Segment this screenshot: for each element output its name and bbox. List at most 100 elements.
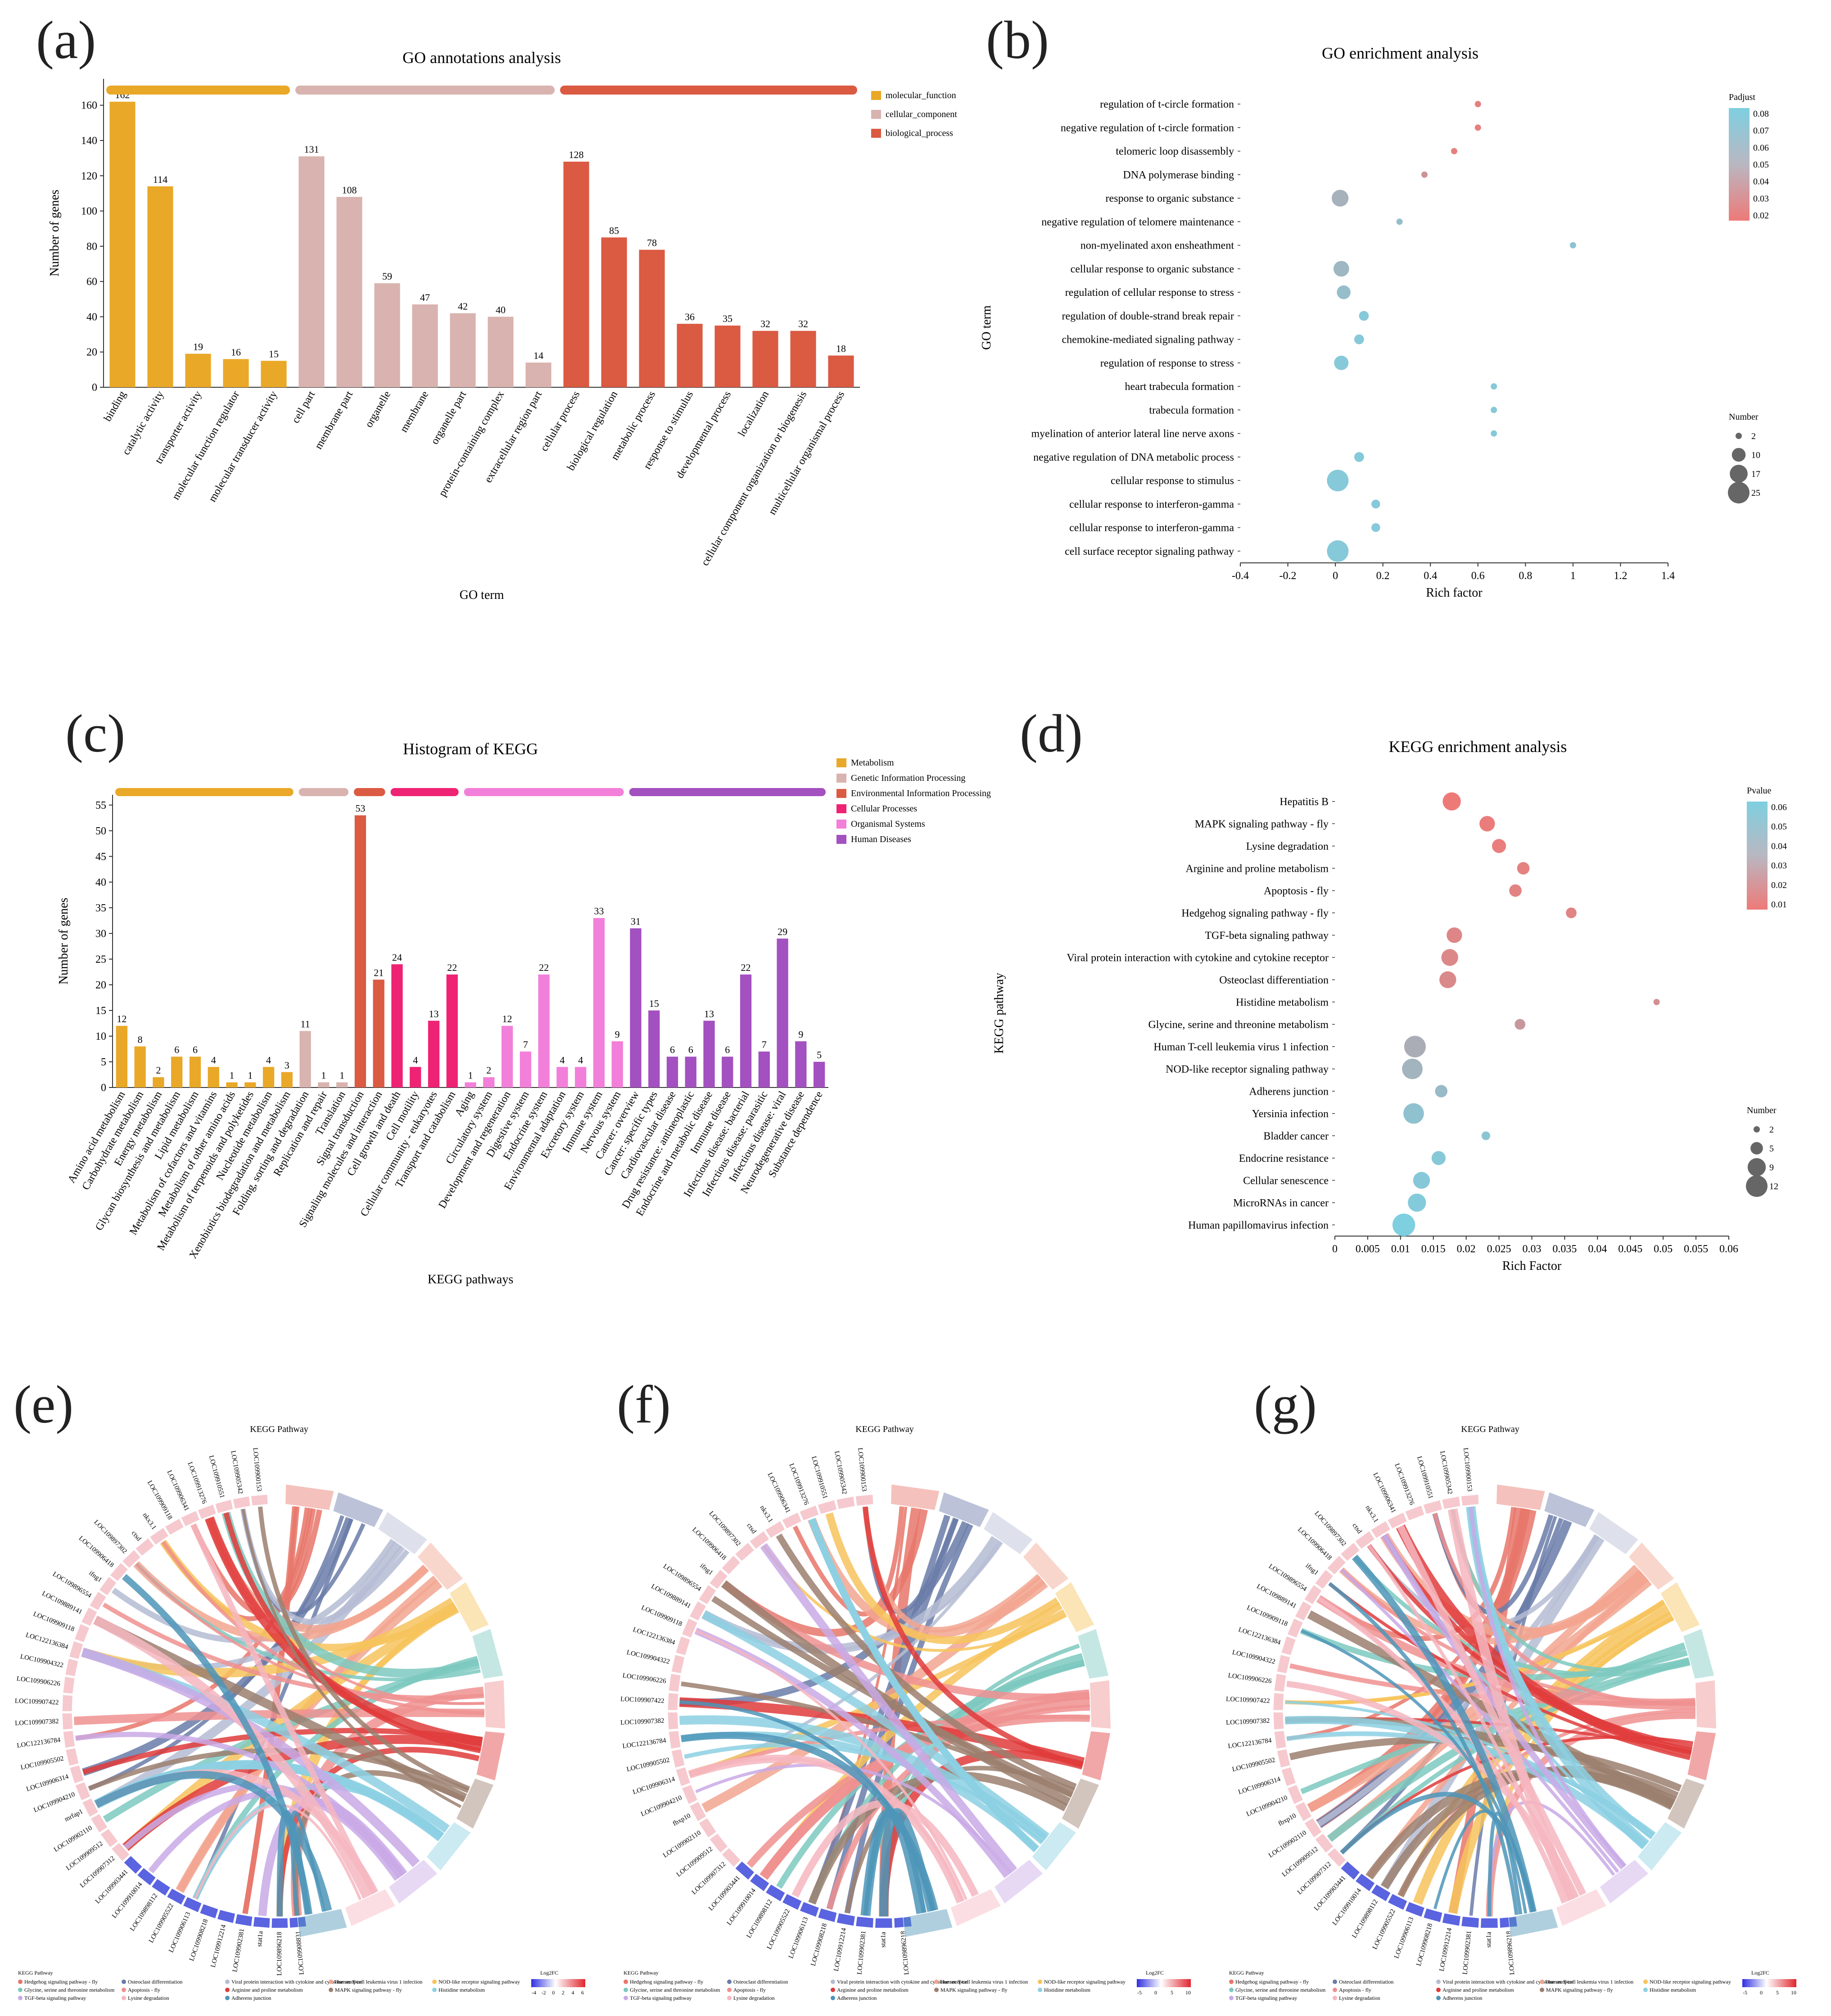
chord-link (695, 1629, 967, 1900)
x-axis-label: GO term (460, 588, 504, 602)
size-legend-circle (1747, 1158, 1766, 1177)
gene-label: LOC109904210 (1245, 1794, 1288, 1818)
chord-legend-dot (225, 1996, 230, 2000)
gene-arc (667, 1692, 679, 1711)
chord-legend-dot (1229, 1980, 1234, 1984)
gene-label: LOC109905502 (626, 1757, 670, 1773)
gene-label: LOC109912214 (210, 1924, 228, 1968)
legend-swatch (836, 804, 846, 813)
y-tick-label: 35 (95, 902, 106, 914)
pathway-arc (890, 1484, 940, 1511)
pathway-arc (456, 1778, 494, 1830)
y-tick-label: Cellular senescence (1243, 1175, 1329, 1187)
color-legend-bar (1747, 802, 1768, 910)
gene-label: nkx3.1 (758, 1504, 774, 1524)
pathway-arc (377, 1511, 428, 1555)
color-legend-tick: 0.04 (1753, 177, 1769, 187)
y-tick-label: 0 (101, 1082, 106, 1094)
chord-legend-label: Human T-cell leukemia virus 1 infection (335, 1979, 422, 1985)
gene-arc (709, 1569, 728, 1590)
chord-legend-dot (934, 1980, 939, 1984)
pathway-arc (1022, 1542, 1069, 1590)
gene-arc (182, 1896, 202, 1913)
chord-legend-label: Osteoclast differentiation (1339, 1979, 1393, 1985)
bar-value-label: 128 (569, 149, 584, 160)
pathway-arc (983, 1511, 1034, 1555)
logfc-tick: 6 (581, 1989, 584, 1996)
pathway-arc (1031, 1821, 1077, 1871)
bar-value-label: 1 (339, 1070, 344, 1081)
y-tick-label: trabecula formation (1149, 404, 1234, 416)
y-tick-label: Glycine, serine and threonine metabolism (1148, 1019, 1329, 1031)
chart-go-enrichment: GO enrichment analysis -0.4 -0.2 0 0.2 0.4 0.6… (963, 36, 1828, 621)
bar (298, 156, 325, 387)
legend-swatch (836, 758, 846, 767)
gene-arc (1499, 1916, 1518, 1929)
y-tick-label: DNA polymerase binding (1123, 169, 1234, 181)
legend-label: Cellular Processes (851, 804, 917, 814)
gene-label: LOC109908218 (188, 1918, 209, 1962)
pathway-arc (1637, 1821, 1682, 1871)
size-legend-circle (1746, 1175, 1768, 1197)
legend-swatch (836, 774, 846, 783)
gene-label: LOC109904322 (626, 1649, 670, 1666)
y-tick-label: Bladder cancer (1263, 1130, 1329, 1142)
chord-legend-dot (432, 1980, 437, 1984)
chord-legend-dot (329, 1980, 333, 1984)
chord-legend-label: MAPK signaling pathway - fly (1546, 1987, 1613, 1993)
chord-legend-label: Hedgehog signaling pathway - fly (630, 1979, 703, 1985)
y-tick-label: regulation of cellular response to stres… (1065, 287, 1234, 299)
data-point (1517, 862, 1530, 875)
bar (483, 1077, 495, 1087)
gene-label: LOC109906113 (167, 1911, 192, 1954)
gene-arc (668, 1730, 681, 1749)
x-tick-label: 0.06 (1719, 1243, 1738, 1255)
gene-arc (1355, 1873, 1375, 1892)
bar (563, 161, 589, 387)
x-tick-label: 0.03 (1523, 1243, 1542, 1255)
chord-link (1328, 1582, 1519, 1915)
x-tick-label: localization (736, 389, 771, 439)
x-tick-label: 0.045 (1618, 1243, 1642, 1255)
bar-value-label: 12 (502, 1013, 512, 1024)
chord-link (81, 1597, 456, 1678)
gene-arc (1281, 1635, 1296, 1656)
pathway-arc (938, 1491, 990, 1528)
gene-label: LOC109902381 (856, 1930, 867, 1975)
chord-legend-label: Glycine, serine and threonine metabolism (1235, 1987, 1326, 1993)
gene-arc (689, 1600, 707, 1621)
chord-legend-dot (1229, 1996, 1234, 2000)
gene-arc (1315, 1833, 1334, 1853)
chord-link (82, 1517, 353, 1776)
y-tick-label: Hepatitis B (1279, 796, 1329, 808)
pathway-arc (1683, 1628, 1715, 1679)
x-tick-label: organelle (363, 389, 393, 430)
gene-label: LOC122136784 (17, 1736, 61, 1749)
legend-swatch (871, 129, 881, 138)
y-tick-label: negative regulation of DNA metabolic pro… (1033, 452, 1234, 463)
data-point (1332, 190, 1349, 207)
chord-legend-label: Human T-cell leukemia virus 1 infection (940, 1979, 1028, 1985)
gene-label: nkx3.1 (1364, 1504, 1379, 1524)
gene-arc (197, 1504, 217, 1520)
size-legend-label: 12 (1769, 1182, 1778, 1191)
chord-legend-label: Glycine, serine and threonine metabolism (24, 1987, 115, 1993)
gene-arc (782, 1893, 802, 1911)
x-tick-label: membrane part (312, 389, 355, 452)
y-tick-label: 160 (81, 100, 97, 112)
chord-legend-label: Lysine degradation (128, 1995, 169, 2001)
gene-arc (1442, 1496, 1461, 1510)
bar-value-label: 9 (798, 1028, 803, 1040)
y-tick-label: Human papillomavirus infection (1188, 1219, 1329, 1231)
color-legend-tick: 0.05 (1753, 160, 1769, 170)
y-tick-label: 120 (81, 170, 97, 182)
bar (556, 1067, 568, 1087)
data-point (1491, 407, 1497, 413)
pathway-arc (1599, 1859, 1649, 1904)
bar-value-label: 4 (578, 1054, 583, 1065)
chord-legend-dot (624, 1988, 628, 1992)
group-band (106, 86, 290, 95)
bar-value-label: 1 (321, 1070, 326, 1081)
chord-link (679, 1715, 1048, 1843)
bar (373, 979, 384, 1087)
